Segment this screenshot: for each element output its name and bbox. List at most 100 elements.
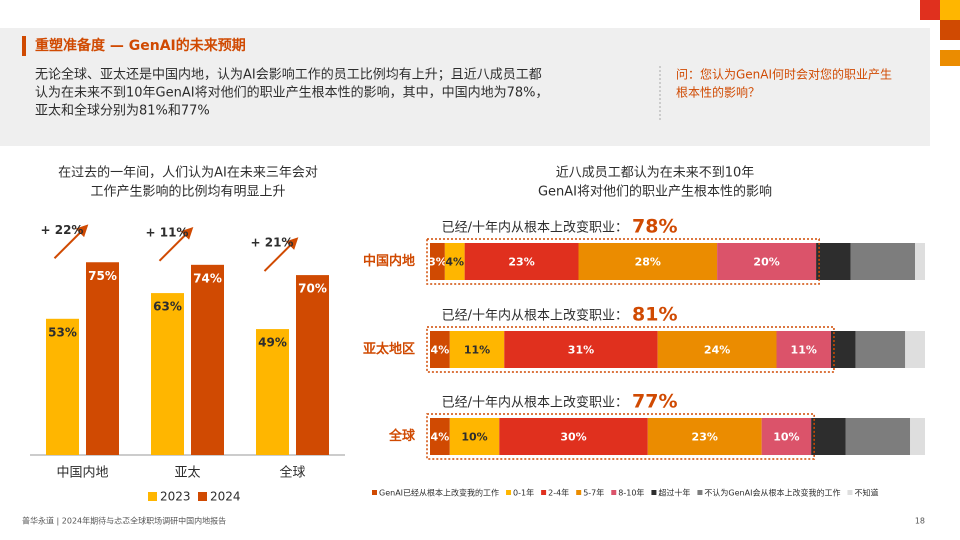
segment-label: 11% bbox=[464, 344, 490, 357]
value-label: 75% bbox=[88, 269, 117, 283]
bar-segment bbox=[499, 418, 648, 455]
trend-arrow bbox=[263, 237, 299, 272]
trend-arrow bbox=[53, 224, 89, 259]
bar-segment bbox=[430, 418, 450, 455]
bar-segment bbox=[845, 418, 911, 455]
bar bbox=[191, 264, 224, 455]
segment-label: 4% bbox=[431, 431, 450, 444]
page-number: 18 bbox=[915, 517, 925, 526]
value-label: 53% bbox=[48, 325, 77, 339]
question: 根本性的影响？ bbox=[676, 85, 760, 100]
total-box bbox=[426, 238, 820, 285]
bar-segment bbox=[915, 243, 925, 280]
bar-segment bbox=[816, 243, 851, 280]
footer-source: 普华永道 | 2024年期待与忐忑全球职场调研中国内地报告 bbox=[22, 516, 226, 526]
legend-swatch bbox=[651, 490, 657, 495]
x-tick-label: 中国内地 bbox=[56, 465, 108, 481]
corner-deco bbox=[940, 50, 960, 66]
chart-title: 在过去的一年间，人们认为AI在未来三年会对 bbox=[58, 165, 318, 181]
corner-deco bbox=[940, 0, 960, 20]
bar-segment bbox=[430, 331, 450, 368]
title-accent bbox=[22, 36, 26, 56]
bar-segment bbox=[761, 418, 812, 455]
legend-swatch bbox=[148, 492, 157, 501]
bar bbox=[46, 318, 79, 455]
chart-title: GenAI将对他们的职业产生根本性的影响 bbox=[538, 184, 772, 200]
legend-swatch bbox=[847, 490, 853, 495]
annotation: + 22% bbox=[41, 223, 84, 237]
legend-swatch bbox=[576, 490, 582, 495]
segment-label: 30% bbox=[560, 431, 586, 444]
question: 问：您认为GenAI何时会对您的职业产生 bbox=[676, 67, 892, 82]
bar-segment bbox=[504, 331, 658, 368]
bar-segment bbox=[717, 243, 817, 280]
legend-label: 0-1年 bbox=[513, 488, 534, 498]
total-value: 77% bbox=[632, 391, 677, 413]
chart-title: 近八成员工都认为在未来不到10年 bbox=[556, 166, 755, 181]
bar bbox=[86, 262, 119, 455]
annotation: + 21% bbox=[251, 236, 294, 250]
legend-label: 2024 bbox=[210, 490, 241, 504]
x-tick-label: 亚太 bbox=[174, 466, 200, 481]
description: 认为在未来不到10年GenAI将对他们的职业产生根本性的影响，其中，中国内地为7… bbox=[35, 85, 548, 101]
total-value: 78% bbox=[632, 216, 677, 238]
total-label: 已经/十年内从根本上改变职业： bbox=[442, 308, 628, 324]
bar-segment bbox=[449, 331, 505, 368]
legend-swatch bbox=[541, 490, 547, 495]
value-label: 63% bbox=[153, 300, 182, 314]
bar-segment bbox=[444, 243, 465, 280]
legend-label: 2023 bbox=[160, 490, 191, 504]
segment-label: 24% bbox=[704, 344, 730, 357]
legend-label: GenAI已经从根本上改变我的工作 bbox=[379, 488, 499, 498]
bar bbox=[256, 329, 289, 455]
segment-label: 20% bbox=[753, 256, 779, 269]
segment-label: 4% bbox=[445, 256, 464, 269]
bar bbox=[296, 275, 329, 455]
legend-label: 不知道 bbox=[854, 488, 878, 498]
segment-label: 10% bbox=[773, 431, 799, 444]
bar-segment bbox=[811, 418, 846, 455]
total-label: 已经/十年内从根本上改变职业： bbox=[442, 395, 628, 411]
bar-segment bbox=[578, 243, 718, 280]
segment-label: 3% bbox=[428, 256, 447, 269]
value-label: 74% bbox=[193, 271, 222, 285]
row-label: 中国内地 bbox=[363, 253, 415, 269]
annotation: + 11% bbox=[146, 225, 189, 239]
bar-segment bbox=[830, 331, 856, 368]
total-box bbox=[426, 413, 815, 460]
bar-segment bbox=[855, 331, 906, 368]
legend-label: 2-4年 bbox=[548, 488, 569, 498]
bar-segment bbox=[776, 331, 831, 368]
bar-segment bbox=[430, 243, 445, 280]
corner-deco bbox=[940, 20, 960, 40]
legend-label: 不认为GenAI会从根本上改变我的工作 bbox=[704, 488, 840, 498]
total-value: 81% bbox=[632, 304, 677, 326]
bar-segment bbox=[657, 331, 777, 368]
segment-label: 28% bbox=[635, 256, 661, 269]
legend-swatch bbox=[506, 490, 512, 495]
value-label: 49% bbox=[258, 336, 287, 350]
legend-label: 8-10年 bbox=[618, 488, 644, 498]
bar bbox=[151, 293, 184, 455]
total-label: 已经/十年内从根本上改变职业： bbox=[442, 220, 628, 236]
legend-swatch bbox=[611, 490, 617, 495]
bar-segment bbox=[850, 243, 916, 280]
legend-swatch bbox=[697, 490, 703, 495]
bar-segment bbox=[449, 418, 500, 455]
legend-label: 超过十年 bbox=[658, 488, 690, 498]
header-band bbox=[0, 28, 930, 146]
description: 亚太和全球分别为81%和77% bbox=[35, 103, 210, 119]
segment-label: 31% bbox=[568, 344, 594, 357]
value-label: 70% bbox=[298, 282, 327, 296]
legend-swatch bbox=[372, 490, 377, 495]
segment-label: 23% bbox=[508, 256, 534, 269]
x-tick-label: 全球 bbox=[279, 465, 305, 481]
segment-label: 4% bbox=[431, 344, 450, 357]
segment-label: 11% bbox=[791, 344, 817, 357]
bar-segment bbox=[647, 418, 762, 455]
segment-label: 10% bbox=[461, 431, 487, 444]
segment-label: 23% bbox=[692, 431, 718, 444]
bar-segment bbox=[905, 331, 925, 368]
row-label: 亚太地区 bbox=[363, 341, 415, 357]
